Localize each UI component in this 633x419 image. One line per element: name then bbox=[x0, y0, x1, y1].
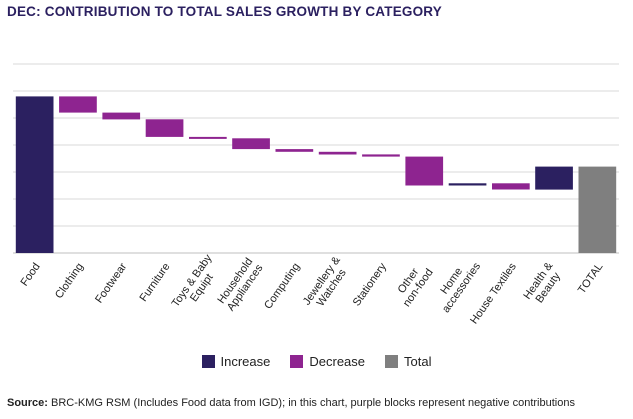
bar-health-beauty bbox=[535, 166, 573, 190]
legend-label-decrease: Decrease bbox=[309, 354, 366, 369]
x-tick-label: Othernon-food bbox=[391, 260, 436, 309]
x-tick-label-line: TOTAL bbox=[576, 261, 606, 296]
x-tick-label-line: Food bbox=[18, 261, 42, 288]
bar-household-appliances bbox=[232, 138, 270, 150]
legend-item-decrease: Decrease bbox=[290, 354, 365, 369]
bar-home-accessories bbox=[448, 183, 487, 186]
legend-swatch-increase bbox=[201, 355, 215, 368]
x-tick-label: Food bbox=[18, 261, 42, 288]
bar-jewellery-watches bbox=[318, 151, 357, 155]
x-tick-label: Toys & BabyEquipt bbox=[170, 252, 225, 316]
bar-stationery bbox=[362, 154, 400, 157]
x-tick-label: Clothing bbox=[53, 261, 86, 301]
chart-title: DEC: CONTRIBUTION TO TOTAL SALES GROWTH … bbox=[7, 4, 442, 19]
legend: Increase Decrease Total bbox=[0, 354, 633, 369]
gridlines bbox=[13, 63, 619, 254]
source-label: Source: bbox=[7, 397, 48, 409]
x-tick-label: TOTAL bbox=[576, 261, 606, 296]
x-tick-label: Footwear bbox=[93, 261, 129, 306]
bar-clothing bbox=[59, 96, 97, 113]
x-tick-label: Stationery bbox=[351, 261, 390, 309]
legend-label-total: Total bbox=[404, 354, 432, 369]
bar-toys-baby-equipt bbox=[189, 136, 227, 139]
x-tick-label: Computing bbox=[262, 261, 302, 311]
bar-other-non-food bbox=[405, 156, 444, 186]
legend-item-total: Total bbox=[385, 354, 431, 369]
x-tick-label: Health &Beauty bbox=[521, 260, 565, 309]
legend-swatch-total bbox=[385, 355, 399, 368]
source-text: BRC-KMG RSM (Includes Food data from IGD… bbox=[47, 397, 575, 409]
source-note: Source: BRC-KMG RSM (Includes Food data … bbox=[7, 397, 575, 409]
legend-swatch-decrease bbox=[290, 355, 304, 368]
legend-label-increase: Increase bbox=[220, 354, 271, 369]
legend-item-increase: Increase bbox=[201, 354, 271, 369]
x-tick-label-line: Furniture bbox=[138, 261, 173, 304]
x-tick-label-line: Clothing bbox=[53, 261, 86, 301]
bars bbox=[15, 96, 617, 254]
bar-house-textiles bbox=[492, 183, 530, 190]
bar-total bbox=[578, 166, 617, 253]
bar-food bbox=[15, 96, 54, 254]
x-tick-label: Homeaccessories bbox=[430, 253, 483, 315]
bar-footwear bbox=[102, 112, 141, 120]
bar-furniture bbox=[145, 119, 184, 137]
x-tick-label: Jewellery &Watches bbox=[301, 254, 353, 314]
x-tick-label-line: Footwear bbox=[93, 261, 129, 306]
x-tick-label-line: Stationery bbox=[351, 261, 390, 309]
x-tick-label: Furniture bbox=[138, 261, 173, 304]
x-tick-label: HouseholdAppliances bbox=[215, 255, 266, 313]
bar-computing bbox=[275, 149, 314, 152]
x-tick-label-line: Computing bbox=[262, 261, 302, 311]
